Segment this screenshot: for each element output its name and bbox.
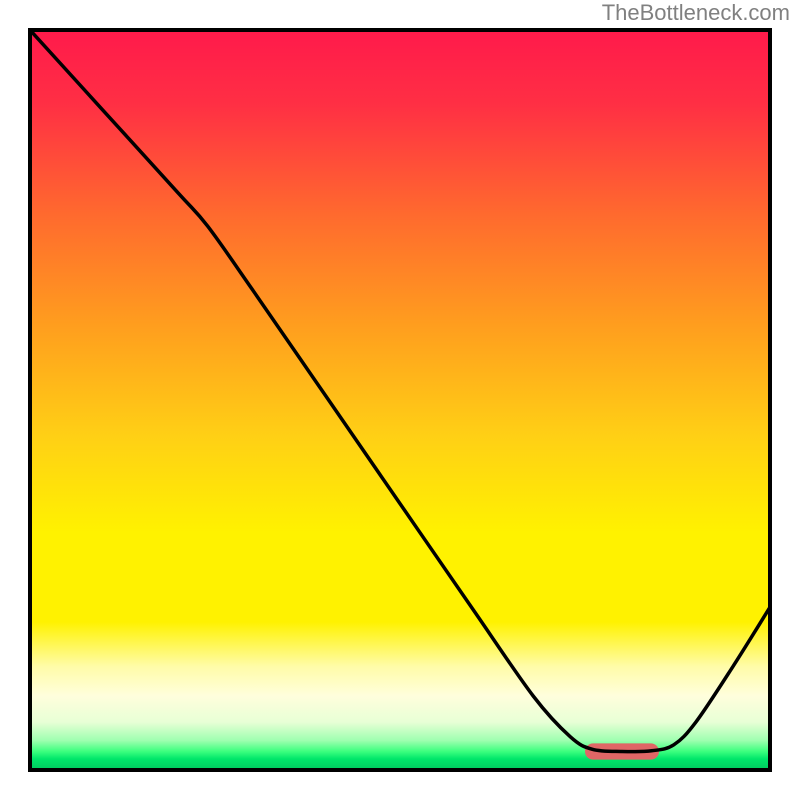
- gradient-background: [30, 30, 770, 770]
- watermark-text: TheBottleneck.com: [602, 0, 790, 26]
- bottleneck-chart-svg: [0, 0, 800, 800]
- chart-canvas: TheBottleneck.com: [0, 0, 800, 800]
